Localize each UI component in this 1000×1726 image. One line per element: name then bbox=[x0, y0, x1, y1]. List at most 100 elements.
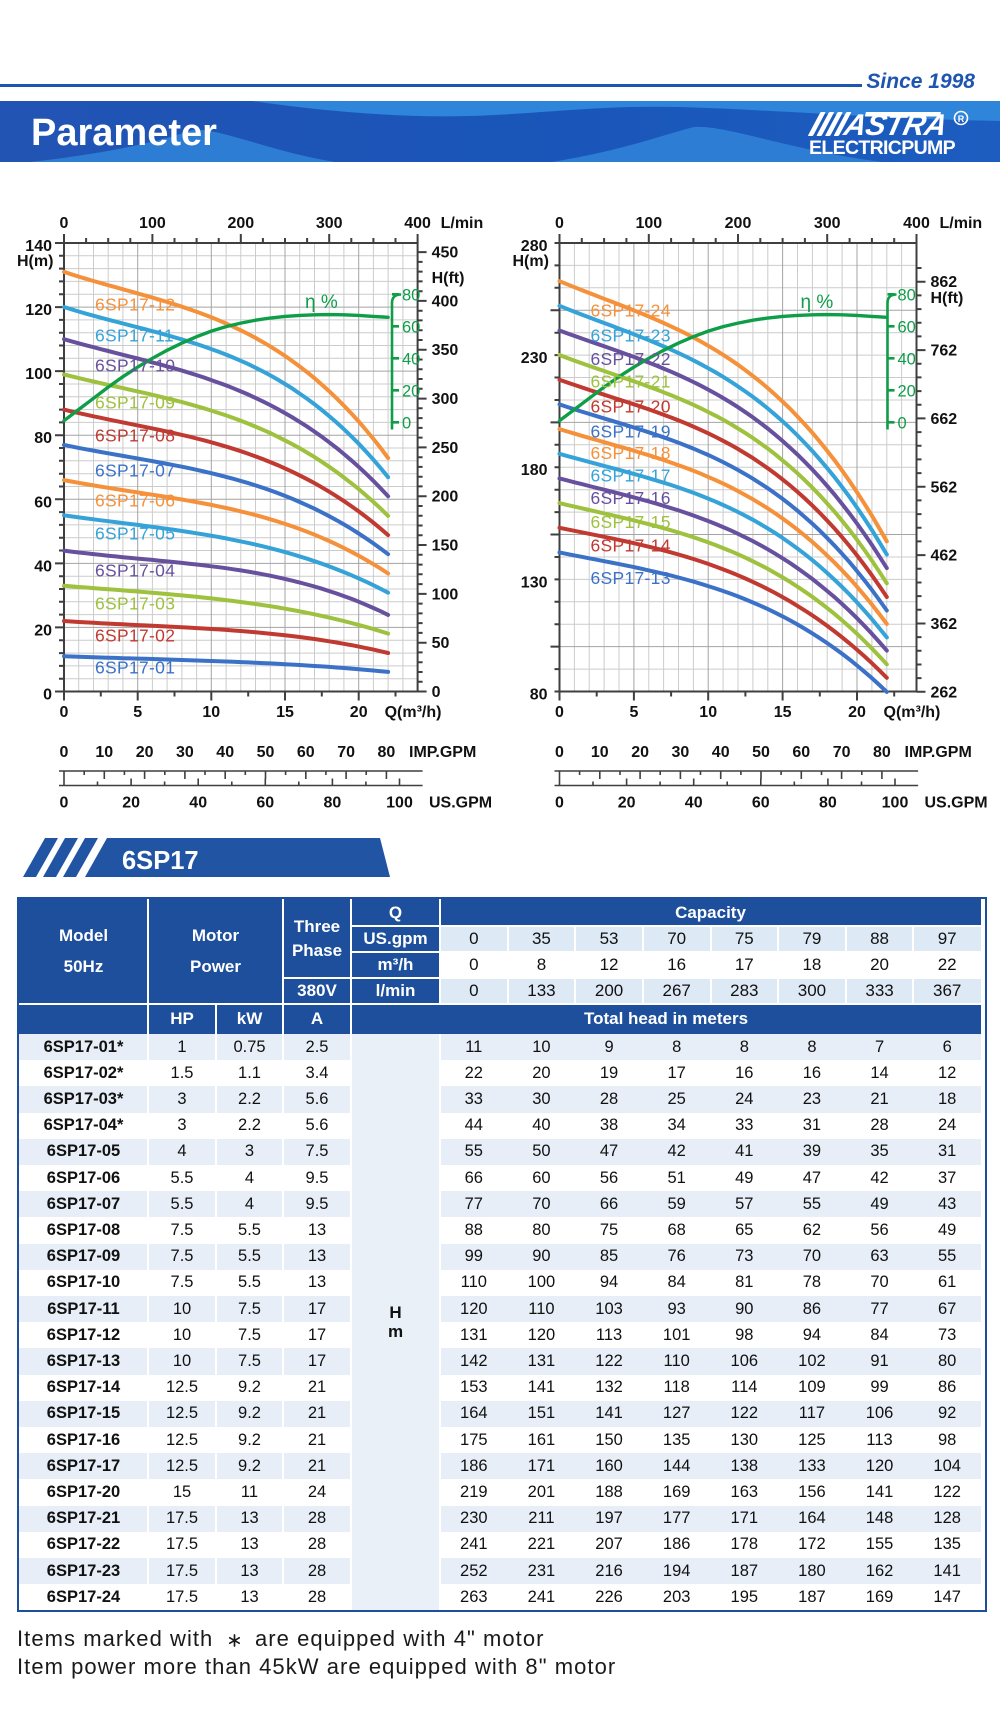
svg-text:40: 40 bbox=[685, 795, 703, 812]
svg-text:40: 40 bbox=[402, 350, 420, 368]
svg-text:6SP17-03: 6SP17-03 bbox=[95, 594, 175, 614]
svg-text:80: 80 bbox=[402, 286, 420, 304]
svg-text:10: 10 bbox=[591, 744, 609, 761]
svg-text:0: 0 bbox=[898, 414, 907, 432]
svg-text:5: 5 bbox=[133, 704, 142, 721]
svg-text:262: 262 bbox=[931, 684, 958, 701]
svg-text:15: 15 bbox=[276, 704, 294, 721]
svg-text:300: 300 bbox=[432, 391, 459, 408]
svg-text:6SP17-06: 6SP17-06 bbox=[95, 491, 175, 511]
svg-text:562: 562 bbox=[931, 479, 958, 496]
svg-text:6SP17-22: 6SP17-22 bbox=[591, 349, 671, 369]
svg-text:Q(m³/h): Q(m³/h) bbox=[385, 704, 442, 721]
svg-text:ELECTRICPUMP: ELECTRICPUMP bbox=[809, 137, 956, 159]
svg-text:80: 80 bbox=[898, 286, 916, 304]
svg-text:100: 100 bbox=[882, 795, 909, 812]
svg-text:H(ft): H(ft) bbox=[931, 290, 964, 307]
svg-text:762: 762 bbox=[931, 343, 958, 360]
svg-text:0: 0 bbox=[402, 414, 411, 432]
svg-text:200: 200 bbox=[432, 489, 459, 506]
svg-text:20: 20 bbox=[122, 795, 140, 812]
svg-text:40: 40 bbox=[216, 744, 234, 761]
svg-text:350: 350 bbox=[432, 342, 459, 359]
svg-text:10: 10 bbox=[95, 744, 113, 761]
svg-text:6SP17-05: 6SP17-05 bbox=[95, 524, 175, 544]
svg-text:100: 100 bbox=[635, 215, 662, 232]
svg-text:10: 10 bbox=[202, 704, 220, 721]
svg-text:5: 5 bbox=[629, 704, 638, 721]
svg-text:IMP.GPM: IMP.GPM bbox=[409, 744, 476, 761]
svg-text:20: 20 bbox=[848, 704, 866, 721]
svg-text:80: 80 bbox=[819, 795, 837, 812]
svg-text:40: 40 bbox=[712, 744, 730, 761]
svg-text:6SP17-10: 6SP17-10 bbox=[95, 356, 175, 376]
svg-text:60: 60 bbox=[34, 494, 52, 511]
svg-text:6SP17-23: 6SP17-23 bbox=[591, 326, 671, 346]
svg-text:80: 80 bbox=[324, 795, 342, 812]
svg-text:0: 0 bbox=[43, 687, 52, 704]
svg-text:462: 462 bbox=[931, 548, 958, 565]
svg-text:60: 60 bbox=[792, 744, 810, 761]
svg-text:80: 80 bbox=[378, 744, 396, 761]
svg-text:H(m): H(m) bbox=[17, 253, 53, 270]
svg-text:η %: η % bbox=[801, 292, 834, 313]
svg-text:0: 0 bbox=[60, 215, 69, 232]
svg-text:40: 40 bbox=[898, 350, 916, 368]
svg-text:R: R bbox=[958, 114, 965, 124]
svg-text:6SP17-04: 6SP17-04 bbox=[95, 561, 175, 581]
svg-text:20: 20 bbox=[350, 704, 368, 721]
svg-text:100: 100 bbox=[432, 586, 459, 603]
svg-text:130: 130 bbox=[521, 574, 548, 591]
svg-text:60: 60 bbox=[256, 795, 274, 812]
svg-text:6SP17-16: 6SP17-16 bbox=[591, 488, 671, 508]
svg-text:150: 150 bbox=[432, 538, 459, 555]
svg-text:6SP17-13: 6SP17-13 bbox=[591, 568, 671, 588]
svg-text:300: 300 bbox=[316, 215, 343, 232]
svg-text:280: 280 bbox=[521, 238, 548, 255]
svg-text:20: 20 bbox=[898, 382, 916, 400]
svg-text:H(ft): H(ft) bbox=[432, 270, 465, 287]
svg-text:15: 15 bbox=[774, 704, 792, 721]
svg-text:6SP17-17: 6SP17-17 bbox=[591, 466, 671, 486]
svg-text:H(m): H(m) bbox=[513, 253, 549, 270]
svg-text:100: 100 bbox=[139, 215, 166, 232]
svg-text:6SP17-02: 6SP17-02 bbox=[95, 626, 175, 646]
svg-text:30: 30 bbox=[176, 744, 194, 761]
svg-text:60: 60 bbox=[752, 795, 770, 812]
svg-text:0: 0 bbox=[60, 795, 69, 812]
svg-text:80: 80 bbox=[873, 744, 891, 761]
svg-text:400: 400 bbox=[903, 215, 930, 232]
svg-text:400: 400 bbox=[404, 215, 431, 232]
svg-text:0: 0 bbox=[555, 744, 564, 761]
svg-text:20: 20 bbox=[136, 744, 154, 761]
svg-text:6SP17-07: 6SP17-07 bbox=[95, 461, 175, 481]
svg-text:180: 180 bbox=[521, 462, 548, 479]
svg-text:70: 70 bbox=[337, 744, 355, 761]
svg-text:20: 20 bbox=[618, 795, 636, 812]
svg-text:L/min: L/min bbox=[940, 215, 983, 232]
svg-text:10: 10 bbox=[699, 704, 717, 721]
svg-text:70: 70 bbox=[833, 744, 851, 761]
svg-text:60: 60 bbox=[898, 318, 916, 336]
svg-text:0: 0 bbox=[555, 795, 564, 812]
svg-text:6SP17-21: 6SP17-21 bbox=[591, 372, 671, 392]
svg-text:60: 60 bbox=[402, 318, 420, 336]
svg-text:0: 0 bbox=[60, 744, 69, 761]
svg-text:0: 0 bbox=[60, 704, 69, 721]
svg-text:40: 40 bbox=[34, 558, 52, 575]
svg-text:6SP17-01: 6SP17-01 bbox=[95, 658, 175, 678]
svg-text:40: 40 bbox=[189, 795, 207, 812]
svg-text:50: 50 bbox=[752, 744, 770, 761]
svg-text:250: 250 bbox=[432, 440, 459, 457]
svg-text:η %: η % bbox=[305, 292, 338, 313]
svg-text:6SP17-15: 6SP17-15 bbox=[591, 512, 671, 532]
svg-text:US.GPM: US.GPM bbox=[429, 795, 492, 812]
svg-text:100: 100 bbox=[386, 795, 413, 812]
svg-text:6SP17: 6SP17 bbox=[122, 847, 199, 875]
svg-text:200: 200 bbox=[227, 215, 254, 232]
svg-text:30: 30 bbox=[672, 744, 690, 761]
svg-text:L/min: L/min bbox=[441, 215, 484, 232]
svg-text:362: 362 bbox=[931, 616, 958, 633]
svg-text:6SP17-19: 6SP17-19 bbox=[591, 422, 671, 442]
svg-text:6SP17-11: 6SP17-11 bbox=[95, 326, 174, 346]
